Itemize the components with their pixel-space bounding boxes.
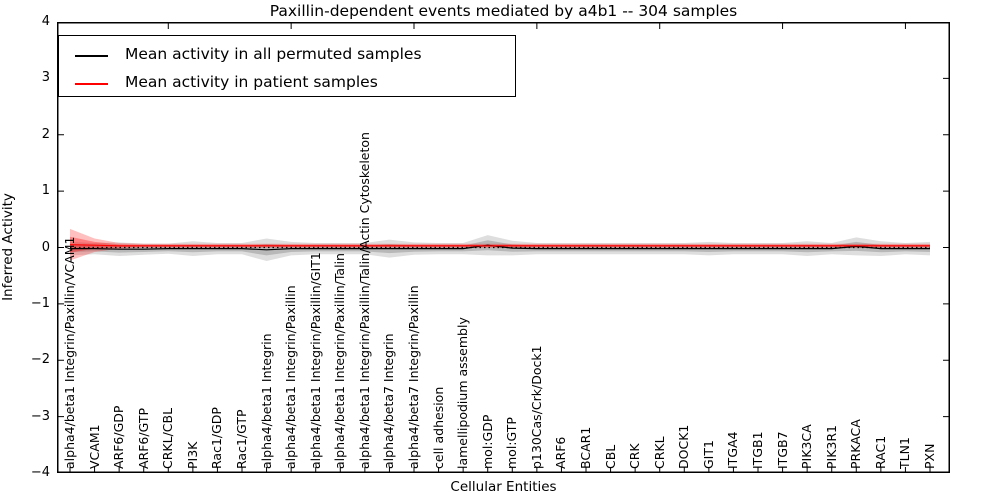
x-tick-label: ITGB1 xyxy=(750,431,765,469)
y-tick-label: −1 xyxy=(30,295,50,311)
x-tick-label: CRKL xyxy=(651,436,667,469)
x-tick-label: PIK3R1 xyxy=(823,424,839,469)
patient-line-swatch xyxy=(75,83,108,85)
x-tick-label: alpha4/beta1 Integrin/Paxillin/VCAM1 xyxy=(62,236,77,469)
x-tick-label: VCAM1 xyxy=(86,424,102,469)
x-tick-label: DOCK1 xyxy=(676,424,692,469)
x-tick-label: CRK xyxy=(627,443,643,469)
legend-label: Mean activity in patient samples xyxy=(125,73,378,91)
plot-area: alpha4/beta1 Integrin/Paxillin/VCAM1 VCAM… xyxy=(57,22,950,473)
x-tick-label: PIK3CA xyxy=(799,424,815,469)
legend-label: Mean activity in all permuted samples xyxy=(125,45,422,63)
x-tick-label: TLN1 xyxy=(897,437,913,469)
x-tick-label: Rac1/GTP xyxy=(234,409,249,469)
x-tick-label: mol:GDP xyxy=(479,414,495,469)
x-tick-label: alpha4/beta1 Integrin/Paxillin/Talin xyxy=(332,253,348,469)
x-tick-label: ARF6 xyxy=(553,436,569,469)
x-tick-label: ITGA4 xyxy=(725,431,741,469)
chart-canvas xyxy=(57,22,950,473)
y-tick-label: −2 xyxy=(30,352,50,368)
x-tick-label: alpha4/beta1 Integrin/Paxillin xyxy=(283,285,299,469)
x-tick-label: ARF6/GTP xyxy=(135,407,151,469)
y-tick-label: −3 xyxy=(30,408,50,424)
x-tick-label: alpha4/beta1 Integrin xyxy=(258,333,274,469)
chart-title: Paxillin-dependent events mediated by a4… xyxy=(269,2,738,20)
x-tick-label: Rac1/GDP xyxy=(209,407,225,469)
x-tick-label: p130Cas/Crk/Dock1 xyxy=(528,345,544,469)
x-tick-label: ARF6/GDP xyxy=(111,405,127,469)
y-tick-label: 2 xyxy=(41,126,50,142)
y-tick-label: 4 xyxy=(41,14,50,29)
legend-item-patient: Mean activity in patient samples xyxy=(59,69,515,99)
x-tick-label: PI3K xyxy=(184,441,200,469)
x-tick-label: lamellipodium assembly xyxy=(455,317,471,469)
y-tick-label: 0 xyxy=(41,239,50,255)
y-tick-label: 3 xyxy=(41,70,50,86)
x-tick-label: CBL xyxy=(602,444,618,469)
y-tick-label: −4 xyxy=(30,465,50,480)
x-tick-label: CRKL/CBL xyxy=(160,407,176,469)
x-tick-label: BCAR1 xyxy=(578,426,593,469)
x-tick-label: RAC1 xyxy=(872,435,888,469)
x-tick-label: alpha4/beta7 Integrin/Paxillin xyxy=(406,285,421,469)
legend-item-permuted: Mean activity in all permuted samples xyxy=(59,41,515,71)
x-tick-label: mol:GTP xyxy=(504,417,520,469)
x-tick-label: PRKACA xyxy=(848,419,864,469)
y-tick-label: 1 xyxy=(41,183,50,199)
x-tick-label: PXN xyxy=(922,443,937,469)
permuted-line-swatch xyxy=(75,55,108,57)
legend: Mean activity in all permuted samples Me… xyxy=(58,35,516,97)
x-tick-label: GIT1 xyxy=(700,440,716,469)
x-tick-label: ITGB7 xyxy=(774,431,790,469)
x-tick-label: alpha4/beta1 Integrin/Paxillin/Talin/Act… xyxy=(356,132,372,469)
x-tick-label: alpha4/beta1 Integrin/Paxillin/GIT1 xyxy=(307,252,323,469)
x-axis-title: Cellular Entities xyxy=(450,479,557,495)
x-tick-label: cell adhesion xyxy=(430,386,446,469)
x-tick-label: alpha4/beta7 Integrin xyxy=(381,333,397,469)
